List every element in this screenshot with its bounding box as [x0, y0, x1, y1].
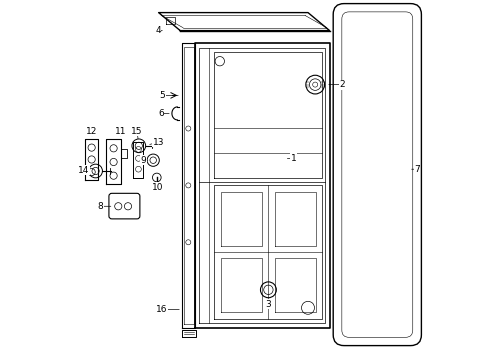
Text: 10: 10 [152, 183, 164, 192]
Text: 14: 14 [78, 166, 89, 175]
Text: 4: 4 [155, 26, 161, 35]
Text: 12: 12 [86, 127, 98, 136]
Text: 5: 5 [159, 91, 165, 100]
Text: 6: 6 [158, 109, 164, 118]
Text: 8: 8 [98, 202, 103, 211]
Text: 13: 13 [153, 138, 164, 147]
Text: 7: 7 [414, 165, 420, 174]
Text: 9: 9 [141, 156, 147, 165]
Text: 15: 15 [131, 127, 143, 136]
Text: 16: 16 [156, 305, 167, 314]
Text: 2: 2 [340, 80, 345, 89]
Text: 3: 3 [266, 300, 271, 309]
Text: 11: 11 [115, 127, 126, 136]
Text: 1: 1 [291, 154, 296, 163]
